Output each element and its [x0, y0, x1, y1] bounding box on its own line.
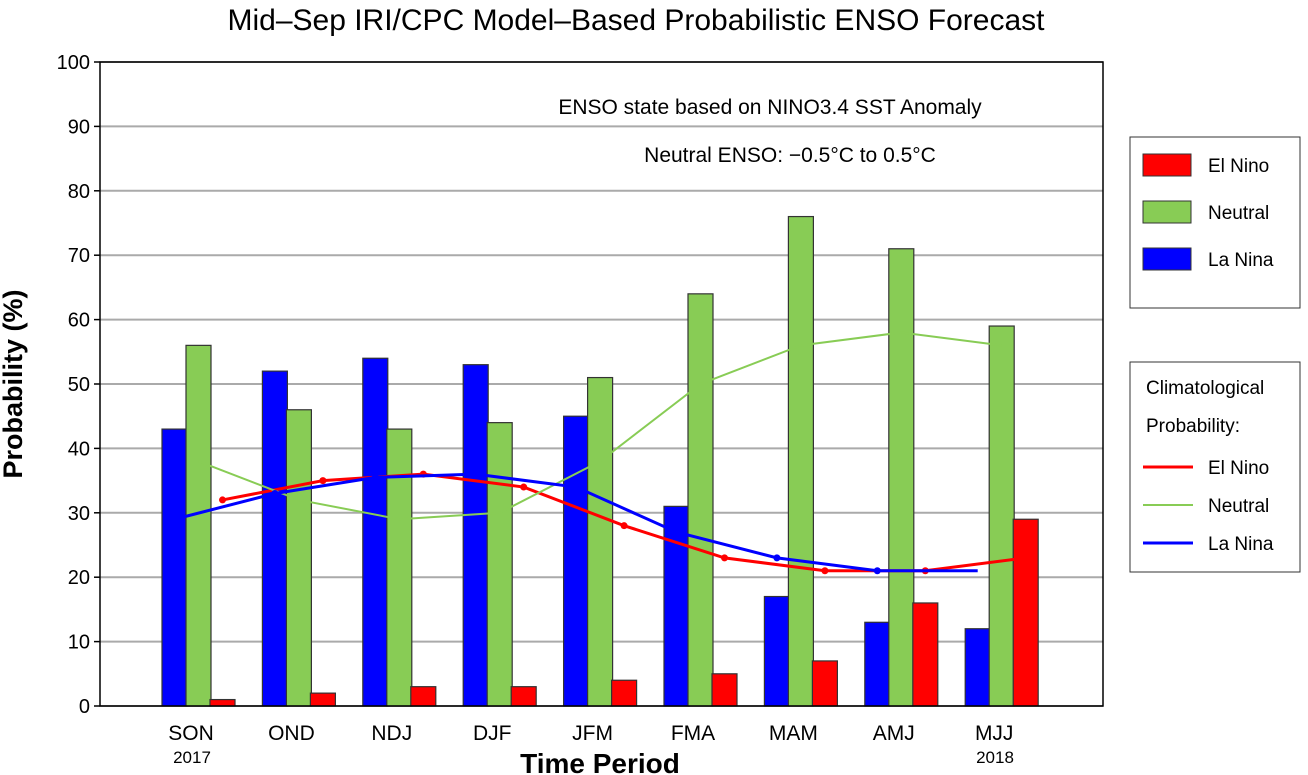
bar-neutral [185, 344, 212, 707]
bar-el-nino [711, 673, 738, 707]
legend-swatch-el-nino [1142, 153, 1192, 177]
y-axis-ticks: 0 10 20 30 40 50 60 70 80 90 100 [57, 52, 100, 718]
climatology-legend: Climatological Probability: El Nino Neutr… [1129, 361, 1301, 573]
bar-el-nino [1012, 518, 1039, 707]
y-tick-label: 70 [68, 245, 90, 267]
x-tick-label: NDJ [371, 722, 412, 745]
bar-el-nino [410, 686, 437, 707]
bar-el-nino [510, 686, 537, 707]
bar-neutral [888, 248, 915, 707]
clim-legend-title-1: Climatological [1146, 378, 1264, 399]
bar-la-nina [864, 621, 891, 707]
clim-point-la-nina [371, 473, 379, 481]
bar-neutral [687, 293, 714, 707]
clim-point-la-nina [773, 554, 781, 562]
x-tick-label: OND [268, 722, 315, 745]
legend-label: Neutral [1208, 203, 1269, 224]
y-tick-label: 80 [68, 181, 90, 203]
bar-neutral [586, 376, 614, 707]
x-tick-label: JFM [572, 722, 613, 745]
bar-la-nina [462, 364, 489, 707]
legend-label: El Nino [1208, 156, 1269, 177]
legend-swatch-la-nina [1142, 247, 1192, 271]
bar-neutral [386, 428, 413, 707]
bar-neutral [285, 409, 312, 707]
legend-swatch-neutral [1142, 200, 1192, 224]
y-tick-label: 20 [68, 567, 90, 589]
y-tick-label: 90 [68, 116, 90, 138]
clim-point-la-nina [271, 489, 279, 497]
clim-point-la-nina [572, 483, 580, 491]
annotation-1: ENSO state based on NINO3.4 SST Anomaly [558, 96, 982, 119]
bar-el-nino [811, 660, 839, 707]
clim-point-la-nina [472, 470, 480, 478]
bar-la-nina [964, 628, 991, 707]
y-tick-label: 30 [68, 503, 90, 525]
bar-neutral [787, 215, 815, 707]
year-label-last: 2018 [976, 748, 1014, 767]
y-tick-label: 60 [68, 310, 90, 332]
bar-la-nina [763, 595, 791, 707]
x-tick-label: DJF [473, 722, 512, 745]
clim-point-el-nino [520, 483, 528, 491]
x-tick-label: AMJ [873, 722, 915, 745]
y-tick-label: 10 [68, 632, 90, 654]
bar-la-nina [261, 370, 288, 707]
bar-neutral [486, 422, 513, 707]
y-tick-label: 40 [68, 438, 90, 460]
bar-el-nino [610, 679, 638, 707]
clim-point-el-nino [821, 567, 829, 575]
chart-title: Mid–Sep IRI/CPC Model–Based Probabilisti… [227, 4, 1045, 37]
bar-la-nina [663, 505, 690, 707]
legend-label: La Nina [1208, 250, 1274, 271]
clim-legend-label: La Nina [1208, 534, 1274, 555]
climatology-lines [171, 331, 1026, 575]
bars [161, 215, 1039, 707]
y-axis-label: Probability (%) [0, 289, 28, 478]
clim-point-el-nino [219, 496, 226, 504]
x-tick-label: MAM [769, 722, 818, 745]
clim-point-la-nina [673, 528, 680, 536]
x-tick-label: FMA [671, 722, 715, 745]
clim-legend-label: El Nino [1208, 458, 1269, 479]
clim-legend-title-2: Probability: [1146, 416, 1240, 437]
bar-la-nina [362, 357, 389, 707]
annotation-2: Neutral ENSO: −0.5°C to 0.5°C [644, 144, 936, 167]
x-tick-label: MJJ [975, 722, 1014, 745]
x-axis-label: Time Period [520, 748, 680, 775]
y-tick-label: 100 [57, 52, 90, 74]
clim-point-la-nina [873, 567, 881, 575]
plot-frame [99, 61, 1104, 707]
legend: El Nino Neutral La Nina [1129, 136, 1301, 309]
bar-la-nina [562, 415, 590, 707]
x-tick-label: SON [168, 722, 214, 745]
clim-legend-label: Neutral [1208, 496, 1269, 517]
clim-point-el-nino [721, 554, 728, 562]
bar-neutral [988, 325, 1015, 707]
bar-la-nina [161, 428, 188, 707]
year-label-first: 2017 [173, 748, 211, 767]
x-axis-ticks: SON OND NDJ DJF JFM FMA MAM AMJ MJJ [168, 722, 1013, 745]
y-tick-label: 0 [79, 696, 90, 718]
bar-el-nino [209, 698, 236, 707]
y-tick-label: 50 [68, 374, 90, 396]
bar-el-nino [912, 602, 939, 707]
clim-point-el-nino [319, 477, 327, 485]
bar-el-nino [309, 692, 336, 707]
clim-point-la-nina [171, 515, 178, 523]
clim-line-neutral [198, 331, 1002, 521]
clim-point-el-nino [620, 522, 628, 530]
